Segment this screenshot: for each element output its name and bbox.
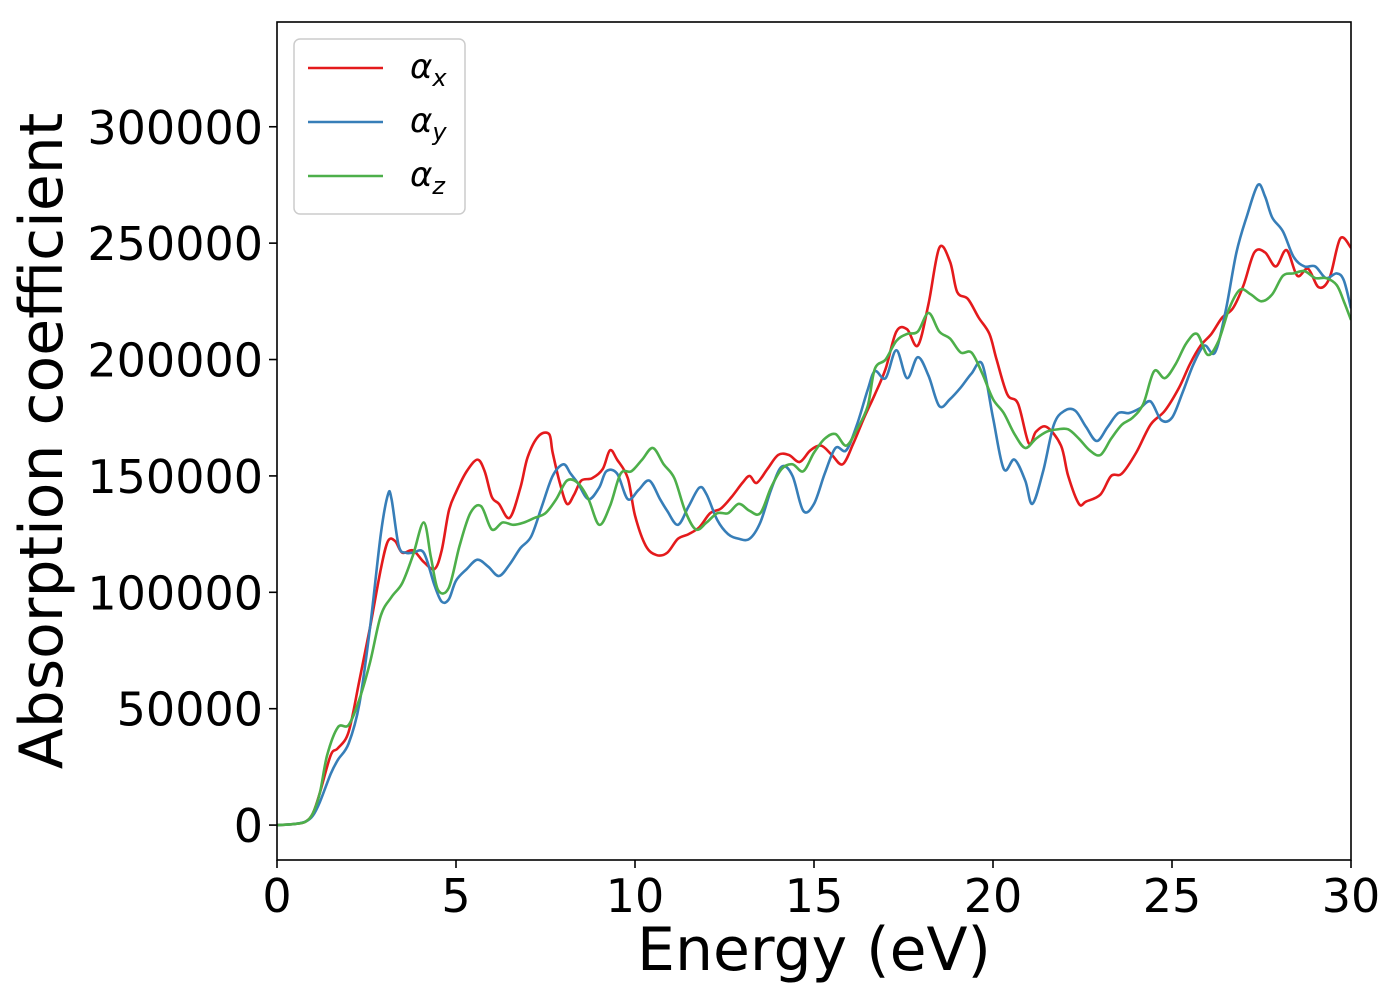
x-tick-label: 10	[606, 869, 665, 923]
legend-box	[293, 38, 466, 215]
series-line-alpha-x	[277, 236, 1351, 827]
y-tick-label: 250000	[87, 217, 263, 271]
y-axis-title: Absorption coefficient	[7, 113, 77, 770]
x-tick-label: 20	[964, 869, 1023, 923]
legend: αx αy αz	[293, 38, 466, 215]
x-axis-title: Energy (eV)	[637, 915, 991, 985]
y-axis-ticks: 0 50000 100000 150000 200000 250000 300000	[87, 101, 277, 853]
y-tick-label: 50000	[117, 683, 263, 737]
legend-label-alpha-x: αx	[410, 47, 447, 92]
x-tick-label: 0	[262, 869, 291, 923]
series-line-alpha-z	[277, 269, 1351, 827]
y-tick-label: 200000	[87, 334, 263, 388]
y-tick-label: 0	[234, 799, 263, 853]
x-tick-label: 25	[1143, 869, 1202, 923]
x-tick-label: 15	[785, 869, 844, 923]
series-lines	[277, 183, 1351, 827]
x-tick-label: 30	[1322, 869, 1381, 923]
y-tick-label: 150000	[87, 450, 263, 504]
legend-label-alpha-y: αy	[410, 101, 447, 146]
x-tick-label: 5	[441, 869, 470, 923]
y-tick-label: 300000	[87, 101, 263, 155]
x-axis-ticks: 0 5 10 15 20 25 30	[262, 860, 1380, 923]
series-line-alpha-y	[277, 183, 1351, 827]
y-tick-label: 100000	[87, 566, 263, 620]
legend-label-alpha-z: αz	[410, 155, 446, 200]
